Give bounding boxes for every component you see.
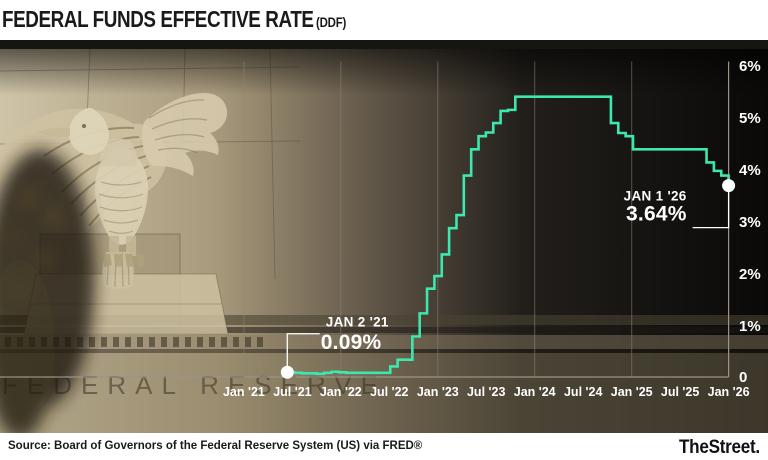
svg-text:6%: 6% (739, 58, 761, 75)
svg-text:4%: 4% (739, 162, 761, 179)
svg-text:Jul '24: Jul '24 (564, 385, 602, 399)
svg-text:Jul '25: Jul '25 (661, 385, 699, 399)
svg-text:3.64%: 3.64% (626, 203, 687, 226)
svg-text:Jul '22: Jul '22 (370, 385, 408, 399)
svg-text:Jan '26: Jan '26 (708, 385, 750, 399)
svg-text:5%: 5% (739, 110, 761, 127)
svg-text:1%: 1% (739, 318, 761, 335)
svg-text:Jan '22: Jan '22 (320, 385, 362, 399)
svg-text:Jan '23: Jan '23 (417, 385, 459, 399)
svg-text:JAN 1 '26: JAN 1 '26 (624, 189, 687, 204)
svg-text:0.09%: 0.09% (321, 331, 382, 354)
svg-text:Jan '24: Jan '24 (514, 385, 556, 399)
svg-text:3%: 3% (739, 214, 761, 231)
svg-text:2%: 2% (739, 266, 761, 283)
svg-text:Jul '23: Jul '23 (467, 385, 505, 399)
svg-text:Jan '21: Jan '21 (223, 385, 265, 399)
svg-text:Jan '25: Jan '25 (611, 385, 653, 399)
svg-text:0: 0 (739, 369, 747, 386)
svg-text:Jul '21: Jul '21 (273, 385, 311, 399)
svg-text:JAN 2 '21: JAN 2 '21 (326, 314, 389, 329)
